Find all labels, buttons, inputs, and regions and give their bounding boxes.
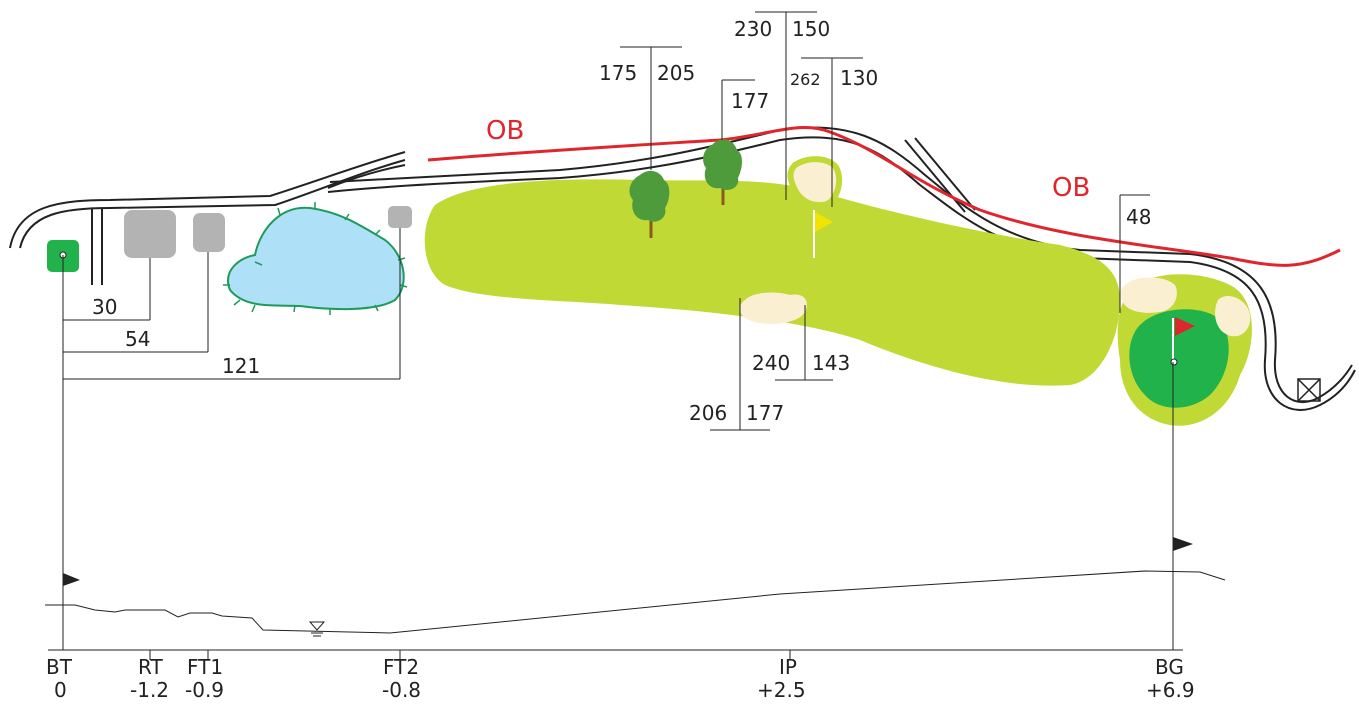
marker-bunker-low-right: 177 [746, 401, 784, 425]
ob-line [427, 125, 1341, 267]
pin-flag-icon [1175, 317, 1195, 336]
elev-bt-value: 0 [54, 678, 67, 702]
regular-tee [124, 210, 176, 258]
marker-bunker-top-left: 262 [790, 70, 821, 89]
marker-green-bunker: 48 [1126, 205, 1151, 229]
elev-rt-value: -1.2 [130, 678, 169, 702]
marker-dividers [650, 17, 833, 425]
tree-1 [629, 170, 670, 238]
distance-ft2: 121 [222, 354, 260, 378]
elev-ip-value: +2.5 [757, 678, 806, 702]
marker-ip-top-left: 230 [734, 17, 772, 41]
ob-label-right: OB [1052, 173, 1090, 203]
elev-bg-name: BG [1155, 655, 1184, 679]
x-box-icon [1297, 378, 1321, 402]
marker-tree2: 177 [731, 89, 769, 113]
elev-ft1-value: -0.9 [185, 678, 224, 702]
elev-bg-value: +6.9 [1146, 678, 1195, 702]
profile-tee-flag-icon [63, 573, 80, 586]
marker-bunker-top-right: 130 [840, 66, 878, 90]
putting-green [1129, 309, 1229, 408]
bunker-green-right [1215, 295, 1251, 337]
elev-ft1-name: FT1 [187, 655, 223, 679]
cart-path [9, 126, 1356, 411]
elev-ip-name: IP [779, 655, 797, 679]
elev-bt-name: BT [46, 655, 73, 679]
marker-bunker-low-left: 206 [689, 401, 727, 425]
profile-pin-flag-icon [1173, 537, 1193, 551]
tree-2 [703, 139, 743, 205]
distance-ft1: 54 [125, 327, 150, 351]
water-level-icon [308, 621, 326, 637]
fairway [424, 179, 1120, 386]
distance-rt: 30 [92, 295, 117, 319]
front-tee-2 [388, 206, 412, 228]
elev-ft2-value: -0.8 [382, 678, 421, 702]
marker-tree1-right: 205 [657, 61, 695, 85]
marker-ip-top-right: 150 [792, 17, 830, 41]
bunker-green-left [1121, 277, 1177, 313]
elev-ft2-name: FT2 [383, 655, 419, 679]
marker-bunker-mid-left: 240 [752, 351, 790, 375]
marker-tree1-left: 175 [599, 61, 637, 85]
marker-bunker-mid-right: 143 [812, 351, 850, 375]
bunker-mid [739, 292, 807, 324]
front-tee-1 [193, 213, 225, 252]
elev-rt-name: RT [138, 655, 163, 679]
pond [227, 206, 405, 311]
pond-edge-marks [223, 202, 408, 315]
ip-flag-icon [815, 212, 833, 232]
bunker-top [787, 156, 843, 209]
elevation-profile [45, 570, 1226, 634]
ob-label-left: OB [486, 116, 524, 146]
